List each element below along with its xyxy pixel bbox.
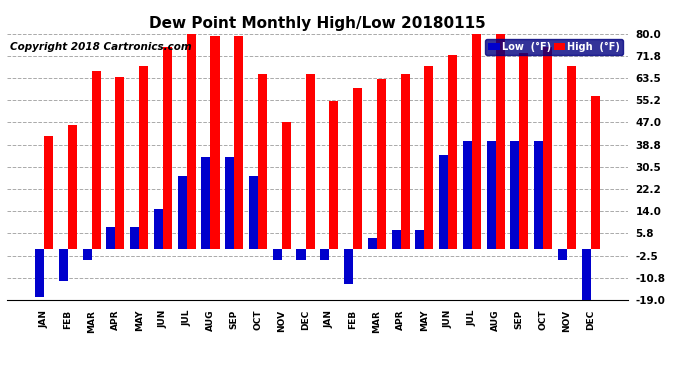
Bar xyxy=(44,136,53,249)
Bar xyxy=(187,28,196,249)
Bar xyxy=(424,66,433,249)
Bar xyxy=(306,74,315,249)
Bar xyxy=(401,74,410,249)
Bar xyxy=(210,36,219,249)
Bar xyxy=(154,209,163,249)
Bar xyxy=(297,249,306,259)
Bar xyxy=(415,230,424,249)
Text: Copyright 2018 Cartronics.com: Copyright 2018 Cartronics.com xyxy=(10,42,192,52)
Bar xyxy=(368,238,377,249)
Bar xyxy=(534,141,543,249)
Bar xyxy=(582,249,591,300)
Bar xyxy=(391,230,401,249)
Bar xyxy=(201,158,210,249)
Bar xyxy=(59,249,68,281)
Bar xyxy=(234,36,244,249)
Bar xyxy=(567,66,576,249)
Bar xyxy=(249,176,258,249)
Bar xyxy=(178,176,187,249)
Bar xyxy=(130,227,139,249)
Bar xyxy=(83,249,92,259)
Bar xyxy=(353,87,362,249)
Bar xyxy=(258,74,267,249)
Title: Dew Point Monthly High/Low 20180115: Dew Point Monthly High/Low 20180115 xyxy=(149,16,486,31)
Bar xyxy=(377,80,386,249)
Bar xyxy=(439,155,448,249)
Bar xyxy=(139,66,148,249)
Bar xyxy=(329,101,338,249)
Bar xyxy=(282,123,290,249)
Bar xyxy=(558,249,567,259)
Bar xyxy=(163,47,172,249)
Bar xyxy=(448,55,457,249)
Bar xyxy=(92,71,101,249)
Bar xyxy=(520,53,529,249)
Bar xyxy=(225,158,234,249)
Bar xyxy=(320,249,329,259)
Bar xyxy=(472,34,481,249)
Bar xyxy=(344,249,353,284)
Bar xyxy=(35,249,44,297)
Bar xyxy=(463,141,472,249)
Bar xyxy=(273,249,282,259)
Bar xyxy=(486,141,495,249)
Bar xyxy=(115,77,124,249)
Bar xyxy=(591,96,600,249)
Bar xyxy=(68,125,77,249)
Bar xyxy=(495,34,504,249)
Bar xyxy=(543,47,552,249)
Bar xyxy=(106,227,115,249)
Bar xyxy=(511,141,520,249)
Legend: Low  (°F), High  (°F): Low (°F), High (°F) xyxy=(485,39,623,54)
